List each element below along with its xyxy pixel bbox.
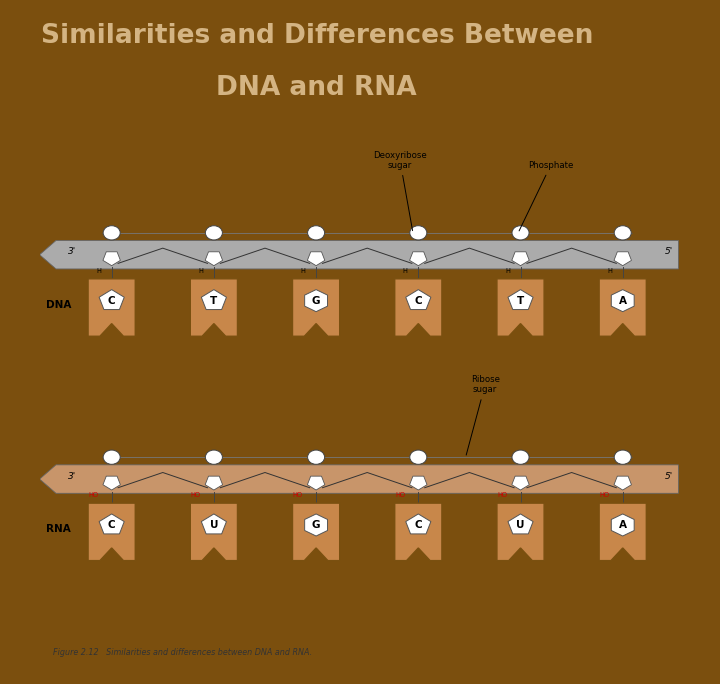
- Polygon shape: [512, 476, 529, 490]
- Text: H: H: [607, 267, 612, 274]
- Polygon shape: [599, 279, 647, 337]
- Text: U: U: [516, 520, 525, 530]
- Text: C: C: [415, 520, 422, 530]
- Polygon shape: [88, 279, 135, 337]
- Text: DNA: DNA: [46, 300, 71, 310]
- Polygon shape: [395, 503, 442, 561]
- Polygon shape: [202, 514, 227, 534]
- Text: G: G: [312, 295, 320, 306]
- Polygon shape: [305, 289, 328, 312]
- Polygon shape: [292, 503, 340, 561]
- Polygon shape: [599, 503, 647, 561]
- Polygon shape: [614, 476, 631, 490]
- Polygon shape: [508, 289, 533, 310]
- Text: H: H: [198, 267, 203, 274]
- Text: A: A: [618, 295, 626, 306]
- Polygon shape: [508, 514, 533, 534]
- Polygon shape: [611, 289, 634, 312]
- Text: HO: HO: [293, 492, 303, 498]
- Polygon shape: [205, 252, 222, 265]
- Text: HO: HO: [497, 492, 507, 498]
- Polygon shape: [497, 279, 544, 337]
- Text: T: T: [210, 295, 217, 306]
- Circle shape: [103, 226, 120, 240]
- Circle shape: [410, 450, 427, 464]
- Text: 3': 3': [68, 248, 76, 256]
- Polygon shape: [88, 503, 135, 561]
- Text: 5': 5': [665, 248, 673, 256]
- Circle shape: [103, 450, 120, 464]
- Polygon shape: [614, 252, 631, 265]
- Text: C: C: [108, 295, 115, 306]
- Circle shape: [512, 450, 529, 464]
- Circle shape: [307, 450, 325, 464]
- Text: C: C: [415, 295, 422, 306]
- Text: Ribose
sugar: Ribose sugar: [467, 375, 500, 455]
- Text: HO: HO: [89, 492, 99, 498]
- Text: C: C: [108, 520, 115, 530]
- Polygon shape: [202, 289, 227, 310]
- Polygon shape: [40, 241, 678, 269]
- Circle shape: [512, 226, 529, 240]
- Polygon shape: [410, 476, 427, 490]
- Polygon shape: [307, 476, 325, 490]
- Text: HO: HO: [191, 492, 201, 498]
- Circle shape: [307, 226, 325, 240]
- Text: H: H: [402, 267, 408, 274]
- Polygon shape: [512, 252, 529, 265]
- Polygon shape: [103, 252, 120, 265]
- Text: Deoxyribose
sugar: Deoxyribose sugar: [373, 150, 427, 231]
- Text: H: H: [300, 267, 305, 274]
- Polygon shape: [205, 476, 222, 490]
- Circle shape: [205, 226, 222, 240]
- Polygon shape: [305, 514, 328, 536]
- Polygon shape: [497, 503, 544, 561]
- Text: H: H: [96, 267, 101, 274]
- Text: T: T: [517, 295, 524, 306]
- Polygon shape: [406, 514, 431, 534]
- Polygon shape: [40, 465, 678, 493]
- Circle shape: [410, 226, 427, 240]
- Text: Figure 2.12   Similarities and differences between DNA and RNA.: Figure 2.12 Similarities and differences…: [53, 648, 312, 657]
- Text: 3': 3': [68, 472, 76, 481]
- Circle shape: [614, 450, 631, 464]
- Text: DNA and RNA: DNA and RNA: [217, 75, 417, 101]
- Text: HO: HO: [599, 492, 609, 498]
- Polygon shape: [292, 279, 340, 337]
- Polygon shape: [307, 252, 325, 265]
- Text: 5': 5': [665, 472, 673, 481]
- Text: Similarities and Differences Between: Similarities and Differences Between: [40, 23, 593, 49]
- Text: RNA: RNA: [46, 524, 71, 534]
- Polygon shape: [99, 289, 125, 310]
- Polygon shape: [190, 503, 238, 561]
- Text: U: U: [210, 520, 218, 530]
- Text: A: A: [618, 520, 626, 530]
- Polygon shape: [99, 514, 125, 534]
- Polygon shape: [190, 279, 238, 337]
- Polygon shape: [395, 279, 442, 337]
- Polygon shape: [410, 252, 427, 265]
- Circle shape: [205, 450, 222, 464]
- Text: HO: HO: [395, 492, 405, 498]
- Text: Phosphate: Phosphate: [519, 161, 573, 231]
- Circle shape: [614, 226, 631, 240]
- Polygon shape: [406, 289, 431, 310]
- Text: H: H: [505, 267, 510, 274]
- Polygon shape: [611, 514, 634, 536]
- Polygon shape: [103, 476, 120, 490]
- Text: G: G: [312, 520, 320, 530]
